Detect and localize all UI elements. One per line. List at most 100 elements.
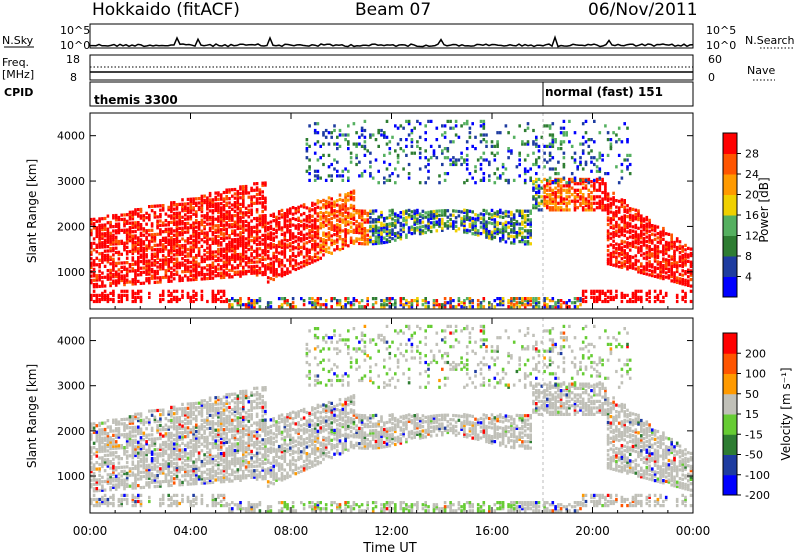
radar-cell [242,213,245,217]
radar-cell [117,429,121,433]
radar-cell [231,223,234,227]
radar-cell [593,182,596,186]
radar-cell [289,261,292,265]
radar-cell [225,251,228,255]
radar-cell [537,201,541,205]
radar-cell [573,195,577,199]
radar-cell [305,215,309,219]
radar-cell [200,255,204,259]
radar-cell [681,249,684,253]
radar-cell [175,227,179,231]
radar-cell [338,217,342,221]
radar-cell [366,237,369,242]
radar-cell [637,213,640,217]
radar-cell [678,264,682,268]
radar-cell [236,222,240,226]
radar-cell [150,465,154,469]
radar-cell [103,445,107,449]
radar-cell [189,217,193,221]
radar-cell [302,242,306,246]
radar-cell [106,464,110,468]
radar-cell [189,295,193,299]
radar-cell [623,295,626,299]
radar-cell [540,135,544,139]
radar-cell [139,209,143,214]
radar-cell [640,297,643,302]
radar-cell [98,473,101,477]
radar-cell [258,229,262,233]
radar-cell [222,199,226,203]
radar-cell [468,172,472,176]
radar-cell [125,213,129,217]
radar-cell [446,156,450,160]
radar-cell [576,305,579,309]
radar-cell [460,223,463,227]
radar-cell [521,301,524,305]
radar-cell [496,232,499,236]
radar-cell [449,224,452,228]
radar-cell [366,297,369,301]
radar-cell [681,273,684,277]
radar-cell [123,426,126,430]
radar-cell [167,260,170,264]
radar-cell [112,501,115,506]
radar-cell [150,472,154,476]
radar-cell [615,209,618,214]
radar-cell [255,236,259,240]
radar-cell [316,176,320,180]
radar-cell [443,301,447,305]
radar-cell [131,236,135,240]
radar-cell [521,220,524,224]
radar-cell [371,211,375,215]
radar-cell [236,240,240,244]
radar-cell [159,265,162,269]
radar-cell [283,216,287,220]
radar-cell [407,208,411,212]
radar-cell [120,422,123,426]
radar-cell [170,299,173,304]
radar-cell [424,230,427,235]
radar-cell [195,253,198,258]
radar-cell [206,299,209,304]
radar-cell [581,195,585,199]
radar-cell [134,504,137,508]
radar-cell [615,165,618,169]
radar-cell [653,266,657,270]
radar-cell [145,248,148,252]
radar-cell [656,251,660,255]
radar-cell [529,297,532,301]
radar-cell [615,249,618,253]
radar-cell [214,259,217,263]
radar-cell [175,211,179,215]
radar-cell [396,156,400,160]
radar-cell [416,228,419,232]
radar-cell [225,260,228,264]
radar-cell [197,221,201,225]
radar-cell [662,266,665,270]
radar-cell [258,247,262,251]
radar-cell [319,245,322,249]
radar-cell [488,303,491,307]
radar-cell [139,255,143,259]
radar-cell [200,220,204,224]
radar-cell [626,245,629,249]
radar-cell [120,213,123,217]
radar-cell [103,264,107,268]
radar-cell [526,229,530,233]
radar-cell [590,149,593,153]
radar-cell [286,243,289,247]
radar-cell [598,153,602,157]
radar-cell [570,177,574,181]
radar-cell [313,230,317,235]
radar-cell [369,224,372,228]
radar-cell [128,230,132,234]
radar-cell [687,283,690,287]
radar-cell [333,213,336,217]
radar-cell [465,147,469,151]
radar-cell [101,488,104,492]
radar-cell [316,299,320,303]
radar-cell [217,210,220,215]
radar-cell [109,466,112,470]
radar-cell [297,244,300,249]
nsky-trace [89,35,694,48]
